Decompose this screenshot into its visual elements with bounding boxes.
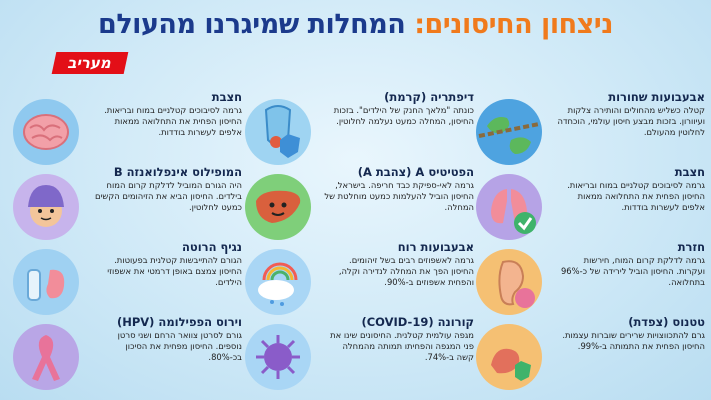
muscle-shield-icon (473, 321, 545, 393)
throat-shield-icon (242, 96, 314, 168)
ear-icon (473, 246, 545, 318)
card-title: חצבת (674, 165, 705, 179)
card-title: חצבת (211, 90, 242, 104)
card-title: הפטיטיס A (צהבת A) (357, 165, 474, 179)
card-title: אבעבועות שחורות (608, 90, 705, 104)
card-text: גרם להתכווצויות שרירים שוברות עצמות. החי… (562, 330, 705, 351)
bottle-stomach-icon (10, 246, 82, 318)
virus-icon (242, 321, 314, 393)
card-text: גרמה לסיבוכים קטלניים במוח ובריאות. החיס… (567, 180, 705, 212)
card-text: גרמה לסיבוכים קטלניים במוח ובריאות. החיס… (104, 105, 242, 137)
card-diphtheria: דיפתריה (קרמת) כונתה "מלאך החנק של הילדים… (242, 90, 474, 170)
brain-icon (10, 96, 82, 168)
card-hib: המופילוס אינפלואנזה B היה הגורם המוביל לד… (10, 165, 242, 245)
card-text: כונתה "מלאך החנק של הילדים". בזכות החיסו… (333, 105, 474, 126)
card-text: גורם לסרטן צוואר הרחם ושני סרטן נוספים. … (117, 330, 242, 362)
ribbon-icon (10, 321, 82, 393)
card-smallpox: אבעבועות שחורות קטלה כשליש מהחולים והותיר… (473, 90, 705, 170)
card-text: היה הגורם המוביל לדלקת קרום המוח בילדים.… (94, 180, 242, 212)
card-text: קטלה כשליש מהחולים והותירה צלקות ועיוורו… (557, 105, 705, 137)
card-covid: קורונה (COVID-19) מגפה עולמית קטלנית. החי… (242, 315, 474, 395)
title-main: המחלות שמיגרנו מהעולם (98, 9, 406, 40)
card-hpv: וירוס הפפילומה (HPV) גורם לסרטן צוואר הרח… (10, 315, 242, 395)
lungs-check-icon (473, 171, 545, 243)
cloud-rainbow-icon (242, 246, 314, 318)
page-title: ניצחון החיסונים: המחלות שמיגרנו מהעולם (0, 8, 711, 42)
card-title: אבעבועות רוח (397, 240, 474, 254)
card-title: המופילוס אינפלואנזה B (113, 165, 242, 179)
card-hepatitis-a: הפטיטיס A (צהבת A) גרמה לאי-ספיקת כבד חרי… (242, 165, 474, 245)
card-chickenpox: אבעבועות רוח גרמה לאשפוזים רבים בשל זיהומ… (242, 240, 474, 320)
card-text: גרמה לדלקת קרום המוח, חירשות ועקרות. החי… (560, 255, 705, 287)
card-text: גרמה לאי-ספיקת כבד חריפה. בישראל, החיסון… (324, 180, 474, 212)
card-tetanus: טטנוס (צפדת) גרם להתכווצויות שרירים שוברו… (473, 315, 705, 395)
child-helmet-icon (10, 171, 82, 243)
card-title: קורונה (COVID-19) (361, 315, 474, 329)
card-text: הגורם להתייבשות קטלנית בפעוטות. החיסון צ… (107, 255, 242, 287)
card-title: טטנוס (צפדת) (628, 315, 705, 329)
title-highlight: ניצחון החיסונים: (414, 9, 613, 40)
card-title: וירוס הפפילומה (HPV) (116, 315, 242, 329)
card-mumps: חזרת גרמה לדלקת קרום המוח, חירשות ועקרות.… (473, 240, 705, 320)
liver-icon (242, 171, 314, 243)
card-text: גרמה לאשפוזים רבים בשל זיהומים. החיסון ה… (338, 255, 474, 287)
card-rotavirus: נגיף הרוטה הגורם להתייבשות קטלנית בפעוטות… (10, 240, 242, 320)
card-text: מגפה עולמית קטלנית. החיסונים שינו את פני… (330, 330, 474, 362)
earth-chains-icon (473, 96, 545, 168)
card-title: חזרת (677, 240, 705, 254)
card-measles-brain: חצבת גרמה לסיבוכים קטלניים במוח ובריאות. … (10, 90, 242, 170)
maariv-logo: מעריב (51, 52, 129, 74)
card-title: נגיף הרוטה (182, 240, 242, 254)
card-title: דיפתריה (קרמת) (384, 90, 474, 104)
card-measles-lungs: חצבת גרמה לסיבוכים קטלניים במוח ובריאות. … (473, 165, 705, 245)
